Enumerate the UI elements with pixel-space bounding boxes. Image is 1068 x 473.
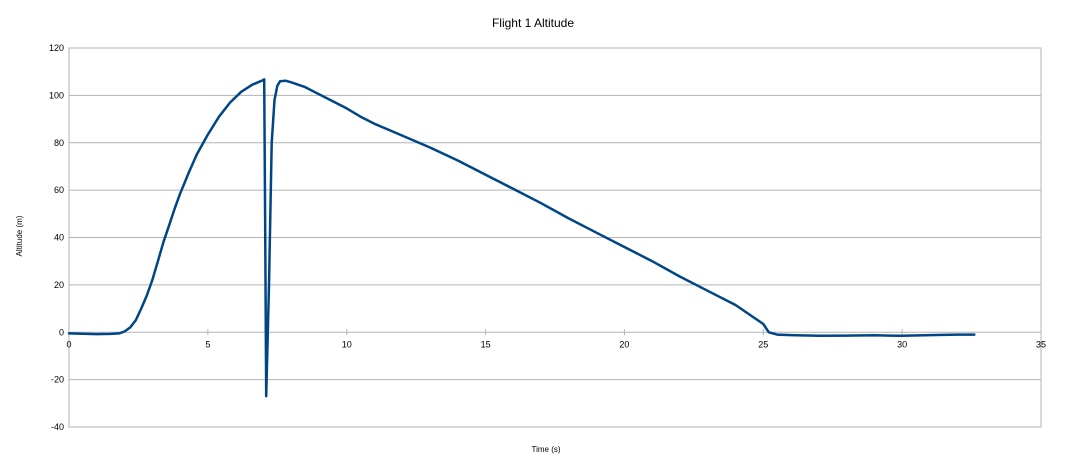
x-tick-label: 20: [619, 339, 629, 349]
y-tick-label: 0: [59, 327, 64, 337]
gridlines: [69, 47, 1041, 428]
y-tick-label: -40: [51, 422, 64, 432]
y-tick-label: -20: [51, 375, 64, 385]
x-tick-label: 35: [1036, 339, 1046, 349]
y-tick-label: 40: [54, 233, 64, 243]
y-axis-label: Altitude (m): [15, 215, 24, 256]
x-tick-label: 25: [758, 339, 768, 349]
y-tick-label: 60: [54, 185, 64, 195]
plot-area-border: [68, 47, 1042, 428]
chart-title: Flight 1 Altitude: [492, 16, 574, 30]
y-tick-label: 120: [49, 43, 64, 53]
y-tick-label: 100: [49, 90, 64, 100]
y-tick-label: 20: [54, 280, 64, 290]
series-layer: [67, 78, 976, 398]
axis-ticks: -40 -20 0 20 40 60 80 100 120 0 5 10 15 20 25 30 35: [49, 43, 1046, 432]
x-tick-label: 0: [66, 339, 71, 349]
y-tick-label: 80: [54, 138, 64, 148]
series-line: [67, 78, 976, 398]
x-tick-label: 5: [205, 339, 210, 349]
x-tick-label: 30: [897, 339, 907, 349]
x-tick-label: 10: [342, 339, 352, 349]
x-tick-label: 15: [481, 339, 491, 349]
x-axis-label: Time (s): [531, 445, 560, 454]
